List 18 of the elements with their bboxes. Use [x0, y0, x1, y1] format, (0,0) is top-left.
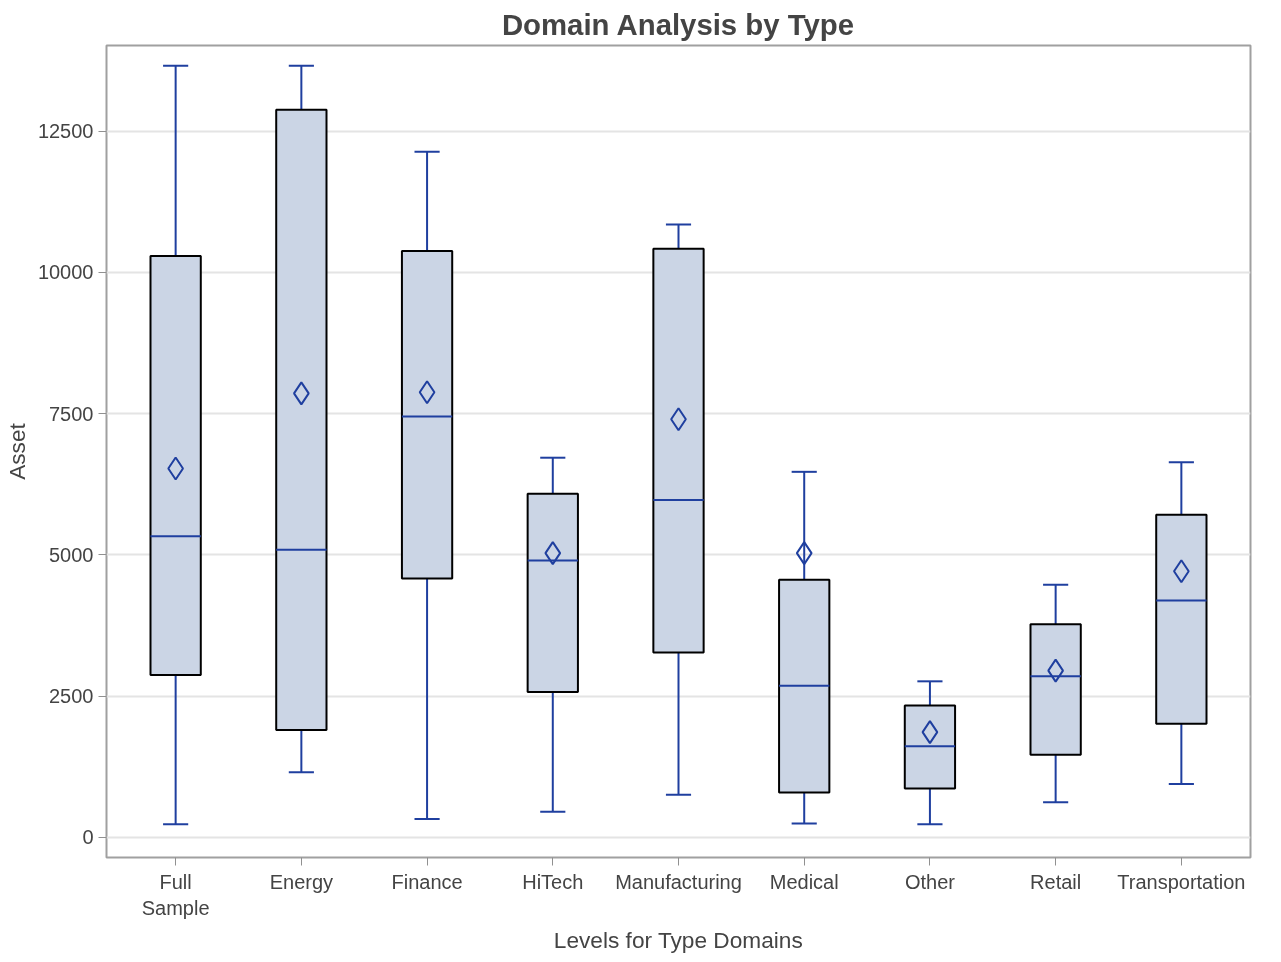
chart-title: Domain Analysis by Type — [501, 7, 854, 41]
x-axis-title: Levels for Type Domains — [553, 926, 803, 953]
x-tick-label: Manufacturing — [615, 870, 742, 893]
x-tick-label: Energy — [269, 870, 334, 893]
y-tick-label: 10000 — [37, 261, 94, 284]
x-tick-label: Transportation — [1117, 870, 1246, 893]
x-tick-label: HiTech — [522, 870, 584, 893]
x-tick-label: Retail — [1030, 870, 1082, 893]
x-tick-label: Medical — [769, 870, 839, 893]
x-tick-label: Full Sample — [141, 870, 210, 919]
x-tick-label: Finance — [391, 870, 463, 893]
y-tick-label: 12500 — [37, 120, 94, 143]
y-axis-title: Asset — [3, 422, 30, 480]
y-tick-label: 7500 — [49, 402, 94, 425]
x-tick-label: Other — [904, 870, 956, 893]
y-tick-label: 2500 — [49, 685, 94, 707]
y-tick-label: 0 — [82, 826, 94, 849]
y-tick-label: 5000 — [49, 543, 94, 566]
